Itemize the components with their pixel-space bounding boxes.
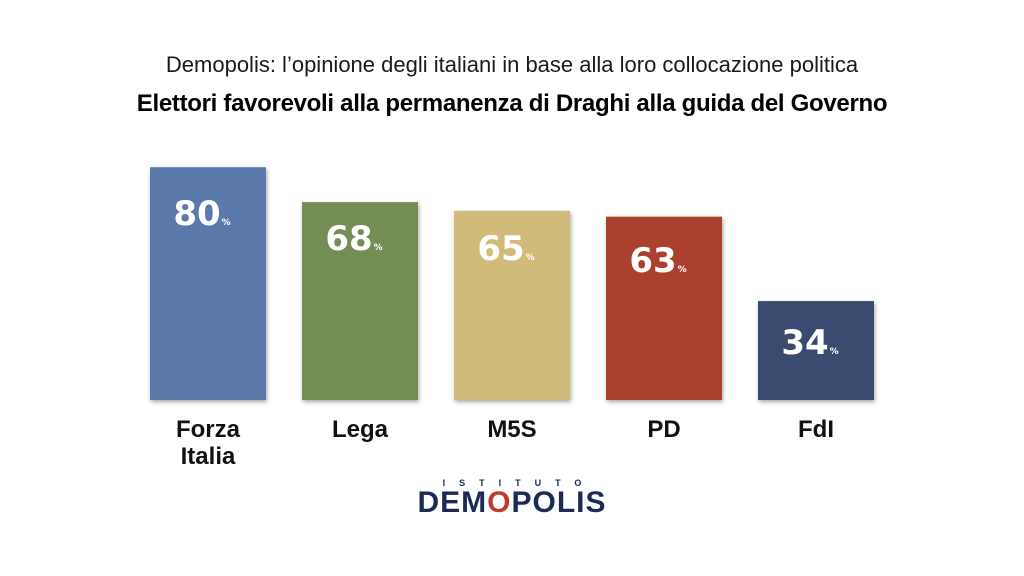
demopolis-logo: ISTITUTO DEMOPOLIS <box>0 478 1024 520</box>
data-label: 63% <box>629 241 686 281</box>
data-label: 65% <box>477 229 534 269</box>
bar-lega <box>302 202 418 400</box>
bar-pd <box>606 216 722 400</box>
category-label: PD <box>647 416 680 443</box>
chart-subtitle: Demopolis: l’opinione degli italiani in … <box>165 52 859 77</box>
logo-istituto-text: ISTITUTO <box>442 478 596 488</box>
data-label: 80% <box>173 194 230 234</box>
logo-brand-text: DEMOPOLIS <box>417 486 607 519</box>
chart-title: Elettori favorevoli alla permanenza di D… <box>136 90 888 117</box>
bar-forza-italia <box>150 167 266 400</box>
category-label: M5S <box>487 416 536 443</box>
category-label: Italia <box>181 443 236 470</box>
category-label: Forza <box>176 416 241 443</box>
category-label: Lega <box>332 416 389 443</box>
data-label: 68% <box>325 219 382 259</box>
category-label: FdI <box>798 416 834 443</box>
bar-m5s <box>454 210 570 400</box>
data-label: 34% <box>781 323 838 363</box>
bar-fdi <box>758 301 874 400</box>
